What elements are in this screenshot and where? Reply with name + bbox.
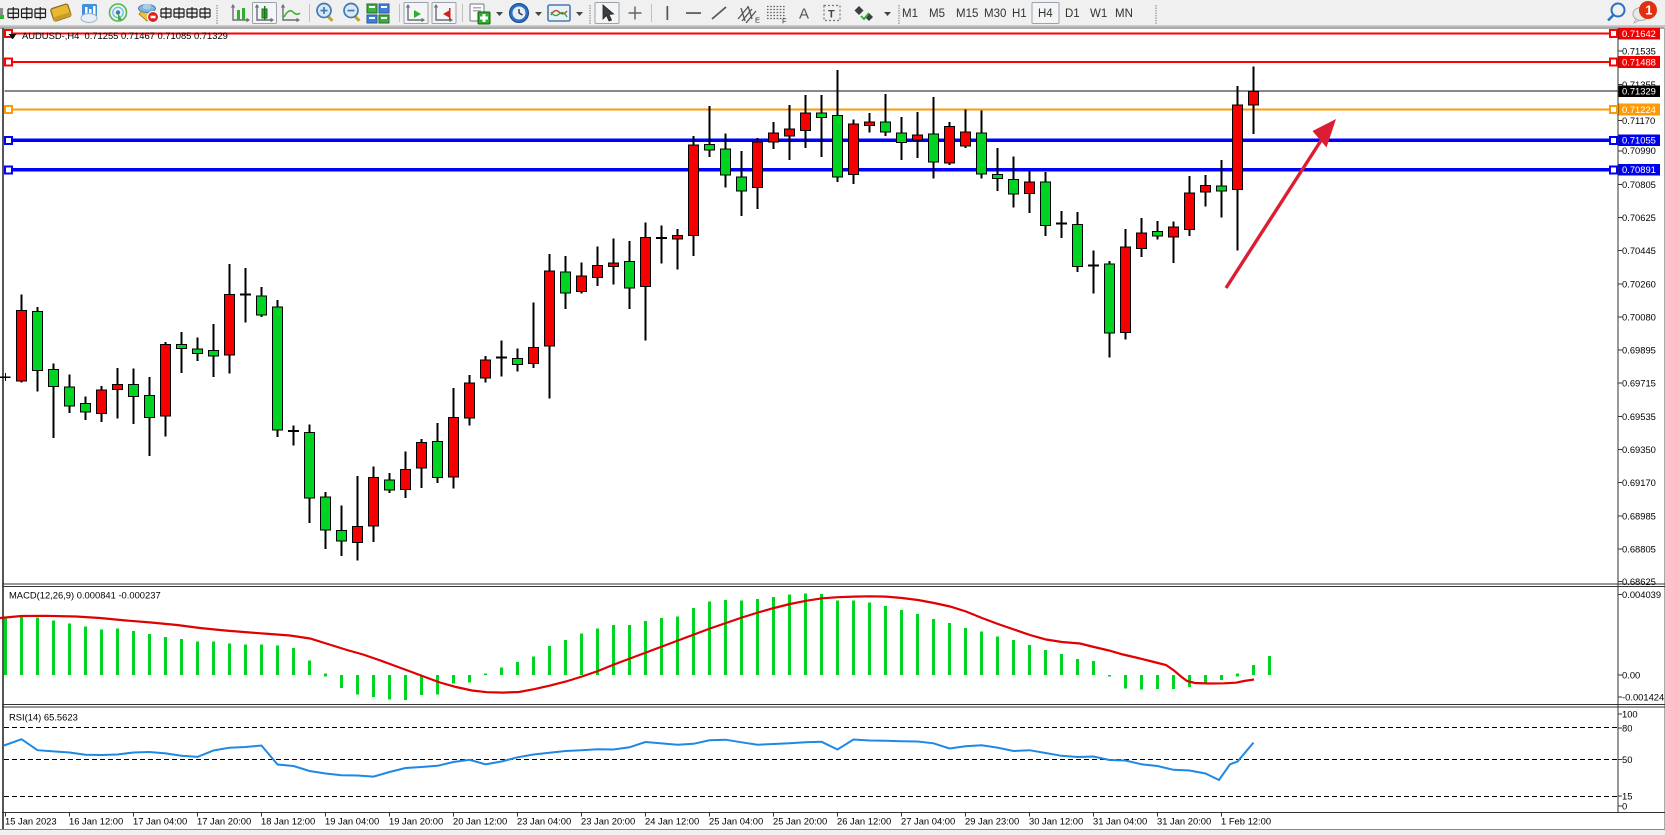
- svg-text:-0.001424: -0.001424: [1622, 691, 1664, 702]
- svg-text:24 Jan 12:00: 24 Jan 12:00: [645, 815, 699, 826]
- svg-text:0.68625: 0.68625: [1622, 576, 1656, 587]
- svg-text:100: 100: [1622, 708, 1638, 719]
- svg-text:0.71488: 0.71488: [1622, 56, 1656, 67]
- svg-text:F: F: [782, 17, 787, 26]
- svg-text:0.71055: 0.71055: [1622, 135, 1656, 146]
- svg-text:19 Jan 04:00: 19 Jan 04:00: [325, 815, 379, 826]
- svg-text:19 Jan 20:00: 19 Jan 20:00: [389, 815, 443, 826]
- svg-text:0.69350: 0.69350: [1622, 444, 1656, 455]
- svg-text:0.69715: 0.69715: [1622, 377, 1656, 388]
- svg-text:M1: M1: [902, 8, 918, 20]
- svg-text:80: 80: [1622, 722, 1632, 733]
- svg-text:M30: M30: [984, 8, 1006, 20]
- svg-text:17 Jan 20:00: 17 Jan 20:00: [197, 815, 251, 826]
- svg-text:31 Jan 04:00: 31 Jan 04:00: [1093, 815, 1147, 826]
- svg-text:0.71642: 0.71642: [1622, 28, 1656, 39]
- svg-text:16 Jan 12:00: 16 Jan 12:00: [69, 815, 123, 826]
- svg-text:25 Jan 20:00: 25 Jan 20:00: [773, 815, 827, 826]
- svg-text:15 Jan 2023: 15 Jan 2023: [5, 815, 57, 826]
- svg-text:25 Jan 04:00: 25 Jan 04:00: [709, 815, 763, 826]
- svg-text:M15: M15: [956, 8, 978, 20]
- svg-text:W1: W1: [1090, 8, 1107, 20]
- svg-text:H1: H1: [1012, 8, 1027, 20]
- svg-text:26 Jan 12:00: 26 Jan 12:00: [837, 815, 891, 826]
- svg-text:0.69170: 0.69170: [1622, 477, 1656, 488]
- svg-text:0.71535: 0.71535: [1622, 45, 1656, 56]
- svg-text:RSI(14) 65.5623: RSI(14) 65.5623: [9, 712, 78, 723]
- svg-text:0.69535: 0.69535: [1622, 411, 1656, 422]
- svg-text:0.71224: 0.71224: [1622, 104, 1656, 115]
- svg-text:E: E: [755, 16, 760, 25]
- svg-text:T: T: [828, 9, 835, 21]
- svg-text:31 Jan 20:00: 31 Jan 20:00: [1157, 815, 1211, 826]
- svg-text:20 Jan 12:00: 20 Jan 12:00: [453, 815, 507, 826]
- svg-text:27 Jan 04:00: 27 Jan 04:00: [901, 815, 955, 826]
- svg-text:0.68985: 0.68985: [1622, 510, 1656, 521]
- svg-text:0.70080: 0.70080: [1622, 311, 1656, 322]
- svg-text:0.69895: 0.69895: [1622, 344, 1656, 355]
- svg-text:30 Jan 12:00: 30 Jan 12:00: [1029, 815, 1083, 826]
- svg-text:AUDUSD-,H4 0.71255 0.71467 0.: AUDUSD-,H4 0.71255 0.71467 0.71085 0.713…: [22, 30, 228, 41]
- svg-text:23 Jan 20:00: 23 Jan 20:00: [581, 815, 635, 826]
- svg-text:MN: MN: [1115, 8, 1133, 20]
- svg-text:0.70990: 0.70990: [1622, 145, 1656, 156]
- svg-text:0.71170: 0.71170: [1622, 115, 1655, 126]
- svg-text:0.68805: 0.68805: [1622, 543, 1656, 554]
- svg-text:A: A: [799, 6, 809, 23]
- svg-text:0.70445: 0.70445: [1622, 245, 1656, 256]
- svg-text:0.71355: 0.71355: [1622, 79, 1656, 90]
- svg-text:0.004039: 0.004039: [1622, 589, 1661, 600]
- svg-text:29 Jan 23:00: 29 Jan 23:00: [965, 815, 1019, 826]
- svg-text:0.71329: 0.71329: [1622, 86, 1656, 97]
- svg-text:18 Jan 12:00: 18 Jan 12:00: [261, 815, 315, 826]
- svg-text:50: 50: [1622, 754, 1632, 765]
- svg-text:1 Feb 12:00: 1 Feb 12:00: [1221, 815, 1271, 826]
- svg-text:D1: D1: [1065, 8, 1080, 20]
- svg-text:M5: M5: [929, 8, 945, 20]
- svg-text:0.00: 0.00: [1622, 669, 1640, 680]
- svg-text:MACD(12,26,9) 0.000841 -0.0002: MACD(12,26,9) 0.000841 -0.000237: [9, 590, 161, 601]
- svg-text:17 Jan 04:00: 17 Jan 04:00: [133, 815, 187, 826]
- svg-text:1: 1: [1645, 3, 1652, 18]
- svg-text:H4: H4: [1038, 8, 1053, 20]
- svg-text:0.70805: 0.70805: [1622, 179, 1656, 190]
- svg-text:0.70625: 0.70625: [1622, 212, 1656, 223]
- svg-text:23 Jan 04:00: 23 Jan 04:00: [517, 815, 571, 826]
- svg-text:15: 15: [1622, 791, 1632, 802]
- svg-text:0: 0: [1622, 800, 1627, 811]
- svg-text:0.70260: 0.70260: [1622, 278, 1656, 289]
- svg-text:0.70891: 0.70891: [1622, 164, 1656, 175]
